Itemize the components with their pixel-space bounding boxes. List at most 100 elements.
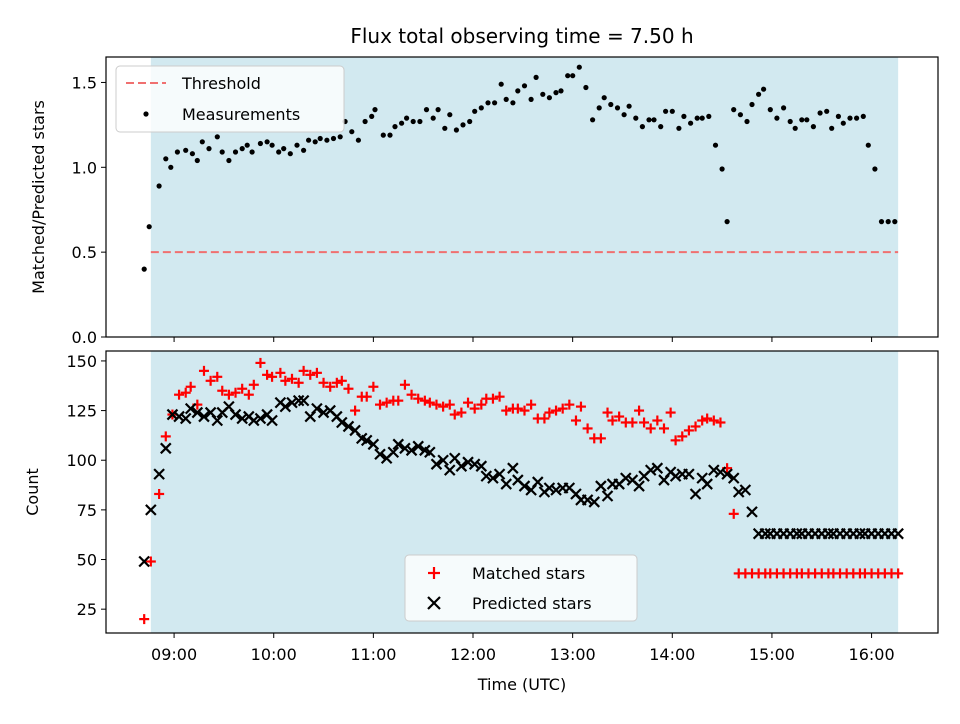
measurement-point: [244, 142, 250, 148]
matched-star-point: [670, 435, 681, 446]
x-tick-label: 11:00: [350, 645, 396, 664]
predicted-star-point: [424, 446, 436, 459]
measurement-point: [817, 110, 823, 116]
predicted-star-point: [550, 484, 562, 496]
y-tick-label: 125: [66, 402, 97, 421]
y-tick-label: 25: [77, 600, 97, 619]
y-tick-label: 0.0: [72, 328, 97, 347]
matched-star-point: [614, 411, 625, 422]
measurement-point: [540, 91, 546, 97]
matched-star-point: [145, 556, 156, 567]
matched-star-point: [419, 395, 430, 406]
matched-star-point: [702, 413, 713, 424]
y-tick-label: 100: [66, 451, 97, 470]
top-y-axis: 0.0 0.5 1.0 1.5: [72, 73, 106, 347]
measurement-point: [565, 73, 571, 79]
predicted-star-point: [374, 448, 386, 461]
predicted-star-point: [145, 504, 157, 516]
measurement-point: [719, 166, 725, 172]
measurement-point: [317, 135, 323, 142]
predicted-star-point: [633, 480, 645, 492]
measurement-point: [478, 105, 484, 111]
measurement-point: [330, 135, 337, 142]
legend-measurements-swatch: [143, 111, 149, 117]
matched-star-point: [463, 397, 474, 408]
matched-star-point: [343, 383, 354, 394]
measurement-point: [337, 134, 343, 140]
predicted-star-point: [714, 466, 727, 478]
measurement-point: [269, 142, 275, 148]
measurement-point: [756, 91, 762, 97]
matched-star-point: [607, 415, 618, 426]
measurement-point: [447, 112, 453, 118]
predicted-star-point: [854, 527, 866, 540]
matched-star-point: [160, 431, 171, 442]
matched-star-point: [456, 407, 467, 418]
measurement-point: [324, 137, 330, 143]
matched-star-point: [185, 381, 196, 392]
predicted-star-point: [297, 394, 310, 407]
matched-star-point: [180, 387, 191, 398]
measurement-point: [658, 124, 664, 130]
measurement-point: [399, 120, 405, 126]
measurement-point: [430, 115, 436, 121]
predicted-star-point: [254, 412, 267, 425]
measurement-point: [576, 64, 582, 70]
measurement-point: [355, 137, 361, 143]
predicted-star-point: [153, 468, 165, 480]
matched-star-point: [399, 379, 410, 390]
matched-star-point: [697, 415, 708, 426]
matched-star-point: [634, 405, 645, 416]
matched-star-point: [557, 403, 568, 414]
matched-star-point: [413, 393, 424, 404]
measurement-point: [731, 107, 737, 113]
measurement-point: [860, 113, 866, 119]
measurement-point: [194, 157, 200, 164]
measurement-point: [301, 147, 307, 153]
measurement-point: [799, 117, 805, 123]
predicted-star-point: [317, 406, 330, 419]
measurement-point: [492, 100, 498, 106]
measurement-point: [485, 100, 491, 106]
matched-star-point: [198, 365, 209, 376]
matched-star-point: [665, 407, 676, 418]
measurement-point: [189, 151, 195, 157]
x-tick-label: 13:00: [550, 645, 596, 664]
predicted-star-point: [191, 406, 204, 419]
matched-star-point: [582, 423, 593, 434]
top-x-ticks: [173, 337, 873, 342]
measurement-point: [174, 149, 180, 155]
predicted-star-point: [739, 484, 752, 496]
bottom-axes-frame: [105, 350, 939, 634]
predicted-star-point: [179, 412, 192, 425]
matched-star-point: [539, 413, 550, 424]
measurement-point: [840, 120, 846, 126]
matched-star-point: [602, 407, 613, 418]
bottom-y-axis: 25 50 75 100 125 150: [66, 352, 106, 619]
x-tick-label: 12:00: [450, 645, 496, 664]
matched-star-point: [325, 381, 336, 392]
bottom-legend: Matched stars Predicted stars: [404, 554, 638, 622]
predicted-star-point: [412, 440, 424, 453]
x-tick-label: 14:00: [649, 645, 695, 664]
predicted-star-point: [286, 396, 298, 409]
predicted-star-point: [500, 478, 513, 490]
measurement-point: [835, 113, 842, 119]
predicted-star-point: [531, 476, 544, 488]
measurement-point: [163, 156, 169, 162]
measurement-point: [294, 142, 300, 148]
measurement-point: [774, 115, 780, 121]
matched-star-point: [575, 401, 586, 412]
legend-predicted-label: Predicted stars: [472, 594, 592, 613]
predicted-star-point: [336, 416, 348, 429]
measurement-point: [264, 139, 270, 145]
matched-star-point: [243, 389, 254, 400]
predicted-star-point: [173, 410, 185, 423]
predicted-star-point: [651, 462, 664, 474]
measurement-point: [590, 117, 596, 123]
predicted-star-point: [455, 460, 468, 472]
measurement-point: [804, 117, 810, 123]
y-tick-label: 1.0: [72, 158, 97, 177]
predicted-star-point: [367, 438, 380, 451]
measurement-point: [639, 124, 646, 130]
